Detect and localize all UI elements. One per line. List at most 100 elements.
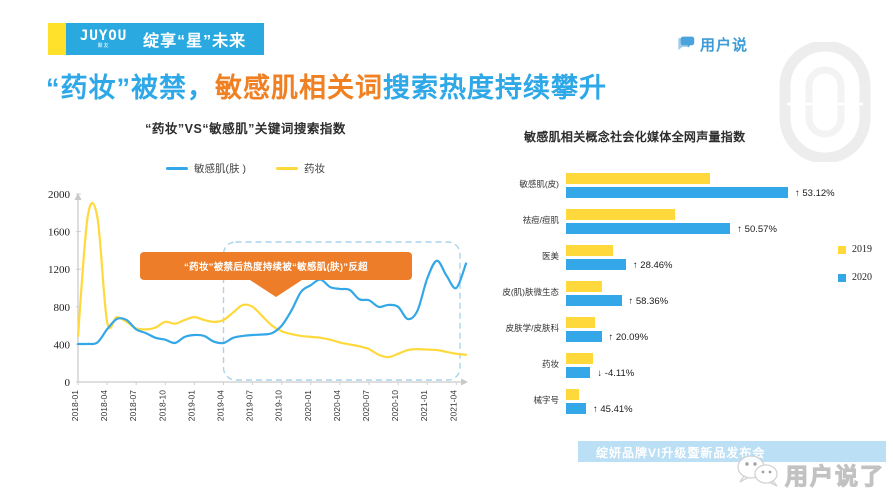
line-chart-legend: 敏感肌(肤 ) 药妆 (18, 161, 473, 176)
bar-2020 (566, 222, 731, 234)
bar-2019 (566, 352, 593, 364)
bar-group: ↑ 50.57% (566, 208, 878, 235)
bar-2020 (566, 258, 626, 270)
footer-banner (578, 441, 886, 462)
svg-text:2021-01: 2021-01 (419, 390, 429, 421)
bar-growth-label: ↑ 58.36% (628, 295, 669, 307)
svg-text:800: 800 (54, 302, 71, 314)
juyou-logo-main: JUYOU (80, 28, 128, 44)
svg-text:2020-04: 2020-04 (332, 390, 342, 421)
bar-category-label: 皮(肌)肤微生态 (502, 287, 559, 298)
svg-text:1200: 1200 (48, 264, 71, 276)
bar-chart-row: 械字号 ↑ 45.41% (478, 383, 878, 419)
svg-text:400: 400 (54, 339, 71, 351)
svg-text:2018-10: 2018-10 (157, 390, 167, 421)
svg-text:1600: 1600 (48, 227, 71, 239)
bar-growth-label: ↑ 28.46% (632, 259, 673, 271)
bar-category-label: 敏感肌(皮) (519, 179, 559, 190)
header-tagline: 绽享“星”未来 (143, 33, 247, 50)
bar-group: ↑ 58.36% (566, 280, 878, 307)
svg-text:2019-01: 2019-01 (186, 390, 196, 421)
header-blue-bar: JUYOU 聚友 绽享“星”未来 (66, 23, 265, 55)
svg-text:2021-04: 2021-04 (448, 390, 458, 421)
footer-banner-text: 绽妍品牌VI升级暨新品发布会 (596, 446, 766, 460)
legend-swatch-yellow (275, 167, 298, 170)
bar-2019 (566, 280, 602, 292)
line-chart-plot: 0 400 800 1200 1600 2000 2018-01 2018-04 2018-07… (18, 186, 473, 441)
line-chart-svg: 0 400 800 1200 1600 2000 2018-01 2018-04 2018-07… (48, 189, 468, 421)
brand-name: 用户说 (699, 37, 748, 54)
callout-text: “药妆”被禁后热度持续被“敏感肌(肤)”反超 (140, 252, 412, 280)
svg-text:2019-07: 2019-07 (245, 390, 255, 421)
speech-bubble-icon (676, 35, 695, 54)
bar-growth-label: ↑ 45.41% (593, 403, 633, 415)
svg-text:0: 0 (65, 377, 71, 389)
legend-item-cosmeceutical: 药妆 (275, 161, 325, 176)
svg-text:2000: 2000 (48, 189, 71, 201)
decorative-ring (779, 40, 871, 164)
header-yellow-square (48, 23, 66, 55)
bar-2019 (566, 244, 613, 256)
bar-chart-row: 敏感肌(皮) ↑ 53.12% (478, 167, 878, 203)
legend-item-sensitive-skin: 敏感肌(肤 ) (166, 161, 246, 176)
watermark: 用户说了 (736, 454, 885, 493)
line-chart-panel: “药妆”VS“敏感肌”关键词搜索指数 敏感肌(肤 ) 药妆 0 400 800 120… (18, 118, 473, 473)
juyou-logo: JUYOU 聚友 (80, 29, 127, 49)
bar-chart-body: 敏感肌(皮) ↑ 53.12% 祛痘/痘肌 ↑ 50.57% 医美 ↑ 28.46% 皮(肌… (478, 167, 878, 419)
legend-label-cosmeceutical: 药妆 (303, 163, 325, 175)
bar-chart-row: 皮(肌)肤微生态 ↑ 58.36% (478, 275, 878, 311)
bar-growth-label: ↑ 50.57% (737, 223, 777, 235)
svg-text:2020-07: 2020-07 (361, 390, 371, 421)
bar-group: ↑ 45.41% (566, 388, 878, 415)
svg-text:2018-01: 2018-01 (70, 390, 80, 421)
bar-chart-row: 药妆 ↓ -4.11% (478, 347, 878, 383)
bar-chart-legend: 2019 2020 (838, 244, 872, 300)
legend-swatch-blue (166, 167, 189, 170)
legend-item-2020: 2020 (838, 272, 872, 283)
line-chart-title: “药妆”VS“敏感肌”关键词搜索指数 (145, 122, 346, 136)
page-title-part3: 搜索热度持续攀升 (383, 73, 607, 103)
callout-arrow (250, 280, 302, 297)
bar-growth-label: ↑ 20.09% (608, 331, 649, 343)
bar-chart-panel: 敏感肌相关概念社会化媒体全网声量指数 敏感肌(皮) ↑ 53.12% 祛痘/痘肌 ↑ … (478, 128, 878, 438)
svg-text:2019-10: 2019-10 (274, 390, 284, 421)
wechat-icon (736, 454, 780, 493)
svg-text:2018-04: 2018-04 (99, 390, 109, 421)
bar-chart-row: 医美 ↑ 28.46% (478, 239, 878, 275)
bar-growth-label: ↓ -4.11% (597, 367, 635, 379)
bar-2019 (566, 316, 595, 328)
bar-2019 (566, 388, 580, 400)
bar-category-label: 祛痘/痘肌 (522, 215, 559, 226)
bar-group: ↑ 53.12% (566, 172, 878, 199)
legend-label-sensitive-skin: 敏感肌(肤 ) (194, 163, 246, 175)
bar-2020 (566, 402, 586, 414)
svg-text:2020-10: 2020-10 (390, 390, 400, 421)
legend-swatch-2019 (838, 245, 846, 254)
bar-chart-row: 祛痘/痘肌 ↑ 50.57% (478, 203, 878, 239)
bar-growth-label: ↑ 53.12% (795, 187, 835, 199)
bar-2019 (566, 208, 675, 220)
bar-group: ↑ 28.46% (566, 244, 878, 271)
page-title: “药妆”被禁，敏感肌相关词搜索热度持续攀升 (46, 66, 607, 105)
bar-2020 (566, 294, 622, 306)
header-strip: JUYOU 聚友 绽享“星”未来 (48, 23, 265, 55)
svg-text:2020-01: 2020-01 (303, 390, 313, 421)
bar-group: ↓ -4.11% (566, 352, 878, 379)
bar-category-label: 械字号 (533, 395, 559, 406)
svg-text:2019-04: 2019-04 (216, 390, 226, 421)
page-title-part1: “药妆”被禁， (46, 73, 215, 103)
legend-label-2020: 2020 (852, 272, 872, 283)
legend-item-2019: 2019 (838, 244, 872, 255)
watermark-text: 用户说了 (784, 462, 885, 489)
bar-category-label: 药妆 (541, 359, 559, 370)
page-title-part2: 敏感肌相关词 (215, 73, 383, 103)
svg-text:2018-07: 2018-07 (128, 390, 138, 421)
bar-chart-row: 皮肤学/皮肤科 ↑ 20.09% (478, 311, 878, 347)
bar-2020 (566, 366, 591, 378)
bar-group: ↑ 20.09% (566, 316, 878, 343)
bar-chart-title: 敏感肌相关概念社会化媒体全网声量指数 (524, 130, 746, 144)
brand-mark: 用户说 (676, 34, 748, 55)
bar-2019 (566, 172, 711, 184)
legend-label-2019: 2019 (852, 244, 872, 255)
